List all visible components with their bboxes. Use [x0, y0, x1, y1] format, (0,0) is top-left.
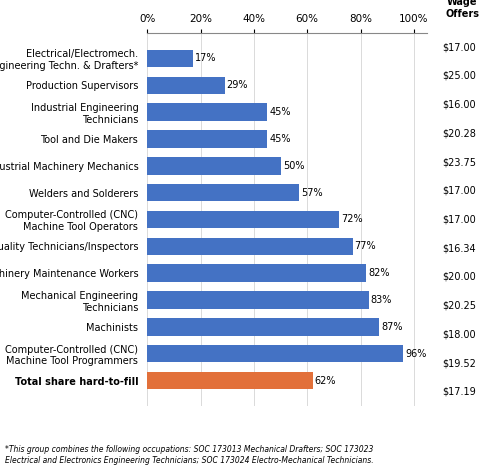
Text: $16.00: $16.00 — [442, 99, 475, 110]
Text: $17.19: $17.19 — [442, 387, 476, 397]
Text: 96%: 96% — [405, 349, 427, 359]
Bar — [147, 184, 299, 201]
Text: $20.25: $20.25 — [442, 301, 476, 311]
Bar — [147, 264, 366, 282]
Bar — [147, 130, 267, 148]
Text: 62%: 62% — [315, 375, 336, 386]
Text: 77%: 77% — [355, 241, 376, 251]
Text: Median
Wage
Offers: Median Wage Offers — [442, 0, 482, 19]
Text: 45%: 45% — [270, 107, 291, 117]
Text: $20.00: $20.00 — [442, 272, 476, 282]
Bar — [147, 103, 267, 121]
Text: $16.34: $16.34 — [442, 243, 475, 253]
Text: $23.75: $23.75 — [442, 157, 476, 167]
Bar — [147, 345, 403, 362]
Text: 82%: 82% — [368, 268, 389, 278]
Bar — [147, 238, 353, 255]
Text: $17.00: $17.00 — [442, 42, 476, 52]
Bar — [147, 50, 192, 67]
Bar — [147, 157, 280, 175]
Text: 50%: 50% — [283, 161, 304, 171]
Bar — [147, 77, 224, 94]
Text: 72%: 72% — [341, 214, 363, 225]
Bar — [147, 291, 369, 309]
Text: 87%: 87% — [382, 322, 403, 332]
Text: 57%: 57% — [301, 188, 323, 198]
Text: $17.00: $17.00 — [442, 186, 476, 196]
Text: $19.52: $19.52 — [442, 358, 476, 368]
Bar — [147, 318, 379, 336]
Bar — [147, 372, 313, 389]
Text: 45%: 45% — [270, 134, 291, 144]
Text: $20.28: $20.28 — [442, 128, 476, 138]
Text: $17.00: $17.00 — [442, 214, 476, 225]
Bar — [147, 211, 339, 228]
Text: 83%: 83% — [371, 295, 392, 305]
Text: $18.00: $18.00 — [442, 329, 475, 340]
Text: 17%: 17% — [195, 53, 216, 64]
Text: 29%: 29% — [227, 80, 248, 90]
Text: $25.00: $25.00 — [442, 71, 476, 81]
Text: *This group combines the following occupations: SOC 173013 Mechanical Drafters; : *This group combines the following occup… — [5, 445, 374, 465]
